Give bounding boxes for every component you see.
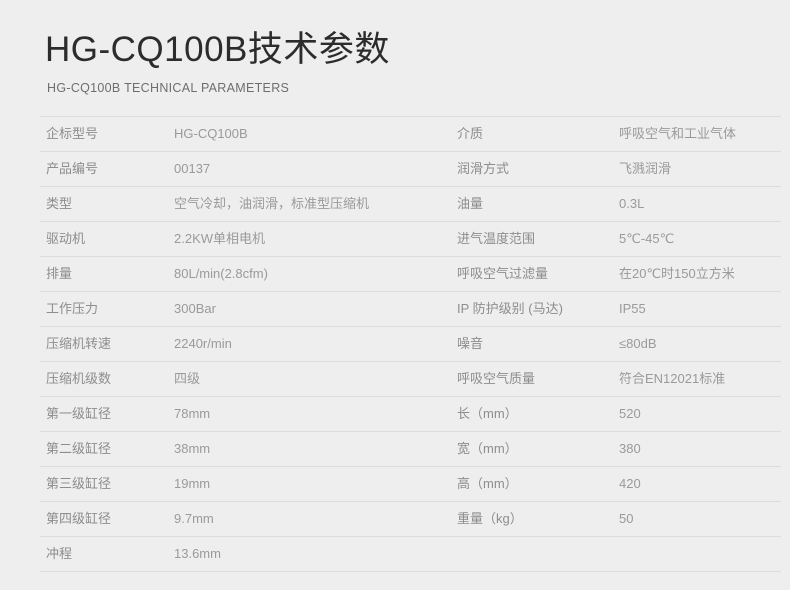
spec-value-left: 300Bar	[174, 291, 444, 327]
spec-label-left: 第二级缸径	[40, 431, 174, 467]
spec-value-left: 13.6mm	[174, 536, 444, 572]
table-row: 排量 80L/min(2.8cfm) 呼吸空气过滤量 在20℃时150立方米	[40, 256, 781, 292]
spec-label-left: 第三级缸径	[40, 466, 174, 502]
spec-label-left: 压缩机转速	[40, 326, 174, 362]
spec-label-right: 进气温度范围	[444, 221, 619, 257]
spec-label-left: 企标型号	[40, 116, 174, 152]
spec-label-left: 冲程	[40, 536, 174, 572]
table-row: 第四级缸径 9.7mm 重量（kg） 50	[40, 501, 781, 537]
spec-value-right: 50	[619, 501, 781, 537]
spec-value-right: IP55	[619, 291, 781, 327]
spec-label-right	[444, 536, 619, 572]
table-row: 压缩机转速 2240r/min 噪音 ≤80dB	[40, 326, 781, 362]
table-row: 冲程 13.6mm	[40, 536, 781, 572]
spec-value-right: ≤80dB	[619, 326, 781, 362]
table-row: 第二级缸径 38mm 宽（mm） 380	[40, 431, 781, 467]
spec-value-left: 38mm	[174, 431, 444, 467]
spec-value-left: 19mm	[174, 466, 444, 502]
spec-label-right: 油量	[444, 186, 619, 222]
page-header: HG-CQ100B技术参数 HG-CQ100B TECHNICAL PARAME…	[45, 28, 745, 96]
spec-label-left: 驱动机	[40, 221, 174, 257]
technical-parameters-table: 企标型号 HG-CQ100B 介质 呼吸空气和工业气体 产品编号 00137 润滑方式 飞溅润…	[40, 116, 781, 572]
table-row: 驱动机 2.2KW单相电机 进气温度范围 5℃-45℃	[40, 221, 781, 257]
spec-table-body: 企标型号 HG-CQ100B 介质 呼吸空气和工业气体 产品编号 00137 润滑方式 飞溅润…	[40, 116, 781, 572]
spec-label-left: 类型	[40, 186, 174, 222]
spec-value-left: 00137	[174, 151, 444, 187]
spec-label-left: 工作压力	[40, 291, 174, 327]
spec-label-right: 重量（kg）	[444, 501, 619, 537]
spec-label-right: 宽（mm）	[444, 431, 619, 467]
spec-label-right: 润滑方式	[444, 151, 619, 187]
table-row: 工作压力 300Bar IP 防护级别 (马达) IP55	[40, 291, 781, 327]
spec-label-left: 第一级缸径	[40, 396, 174, 432]
table-row: 企标型号 HG-CQ100B 介质 呼吸空气和工业气体	[40, 116, 781, 152]
table-row: 压缩机级数 四级 呼吸空气质量 符合EN12021标准	[40, 361, 781, 397]
spec-value-left: HG-CQ100B	[174, 116, 444, 152]
spec-value-right: 符合EN12021标准	[619, 361, 781, 397]
spec-value-left: 9.7mm	[174, 501, 444, 537]
table-row: 产品编号 00137 润滑方式 飞溅润滑	[40, 151, 781, 187]
spec-value-left: 2240r/min	[174, 326, 444, 362]
page-title: HG-CQ100B技术参数	[45, 30, 390, 69]
spec-value-right: 520	[619, 396, 781, 432]
spec-value-right: 420	[619, 466, 781, 502]
spec-label-left: 第四级缸径	[40, 501, 174, 537]
spec-value-right: 380	[619, 431, 781, 467]
spec-value-right: 0.3L	[619, 186, 781, 222]
spec-value-left: 空气冷却，油润滑，标准型压缩机	[174, 186, 444, 222]
spec-value-right: 飞溅润滑	[619, 151, 781, 187]
spec-value-left: 80L/min(2.8cfm)	[174, 256, 444, 292]
table-row: 类型 空气冷却，油润滑，标准型压缩机 油量 0.3L	[40, 186, 781, 222]
spec-value-right: 在20℃时150立方米	[619, 256, 781, 292]
table-row: 第三级缸径 19mm 高（mm） 420	[40, 466, 781, 502]
spec-label-left: 压缩机级数	[40, 361, 174, 397]
spec-value-left: 四级	[174, 361, 444, 397]
spec-value-left: 78mm	[174, 396, 444, 432]
spec-value-right: 5℃-45℃	[619, 221, 781, 257]
page-subtitle: HG-CQ100B TECHNICAL PARAMETERS	[47, 81, 290, 95]
spec-label-right: 长（mm）	[444, 396, 619, 432]
table-row: 第一级缸径 78mm 长（mm） 520	[40, 396, 781, 432]
spec-label-right: 介质	[444, 116, 619, 152]
spec-label-right: 噪音	[444, 326, 619, 362]
spec-label-left: 产品编号	[40, 151, 174, 187]
spec-label-right: 呼吸空气过滤量	[444, 256, 619, 292]
spec-label-left: 排量	[40, 256, 174, 292]
spec-label-right: 呼吸空气质量	[444, 361, 619, 397]
spec-label-right: 高（mm）	[444, 466, 619, 502]
spec-value-right	[619, 536, 781, 572]
spec-label-right: IP 防护级别 (马达)	[444, 291, 619, 327]
spec-value-right: 呼吸空气和工业气体	[619, 116, 781, 152]
spec-value-left: 2.2KW单相电机	[174, 221, 444, 257]
